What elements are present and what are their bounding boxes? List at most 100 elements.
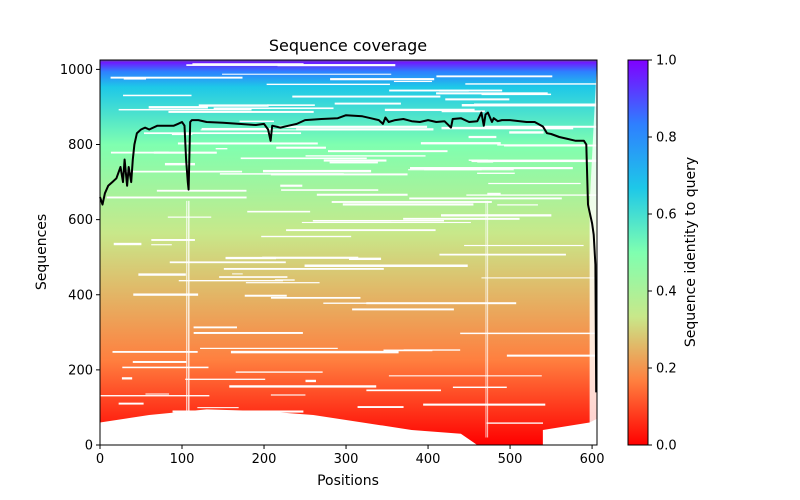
x-tick-label: 400: [416, 452, 441, 467]
heatmap-gap: [122, 366, 209, 369]
heatmap-gap: [488, 182, 581, 185]
heatmap-gap: [198, 104, 269, 107]
heatmap-gap: [383, 349, 433, 352]
heatmap-gap: [201, 127, 272, 131]
heatmap-gap: [301, 221, 471, 224]
colorbar-tick-label: 0.8: [656, 131, 677, 146]
heatmap-gap-column: [188, 200, 190, 438]
heatmap-gap: [468, 135, 497, 139]
heatmap-gap: [274, 279, 295, 281]
heatmap-gap: [215, 148, 228, 150]
colorbar-tick-label: 1.0: [656, 54, 677, 69]
colorbar: 0.0 0.2 0.4 0.6 0.8 1.0 Sequence identity to …: [627, 54, 699, 454]
heatmap-gap: [342, 203, 474, 206]
heatmap-gap: [393, 80, 432, 83]
heatmap-gap: [106, 196, 247, 199]
heatmap-gap: [286, 229, 436, 232]
heatmap-gap: [262, 169, 372, 173]
heatmap-gap: [200, 129, 356, 131]
heatmap-gap: [305, 155, 426, 157]
heatmap-gap: [123, 78, 147, 80]
colorbar-ticks: 0.0 0.2 0.4 0.6 0.8 1.0: [648, 54, 677, 454]
heatmap-gap: [169, 261, 286, 264]
heatmap-gap: [186, 64, 300, 66]
heatmap-gap: [244, 294, 287, 297]
y-tick-label: 1000: [60, 63, 93, 78]
y-tick-label: 200: [68, 363, 93, 378]
heatmap-gap: [178, 280, 284, 282]
x-tick-label: 300: [334, 452, 359, 467]
heatmap-gap: [436, 92, 548, 95]
heatmap-gap: [445, 98, 510, 101]
heatmap-gap: [509, 131, 544, 134]
heatmap-gap: [156, 189, 247, 192]
heatmap-gap: [352, 308, 454, 311]
heatmap-gap: [436, 75, 553, 78]
heatmap-gap: [148, 106, 208, 109]
heatmap-gap: [133, 293, 199, 296]
heatmap-gap: [464, 244, 584, 247]
x-tick-label: 0: [96, 452, 104, 467]
heatmap-gap: [121, 377, 133, 380]
heatmap-gap: [506, 354, 597, 357]
x-axis: 0 100 200 300 400 500 600: [96, 445, 604, 467]
heatmap-gap: [277, 64, 396, 67]
heatmap-gap: [441, 126, 574, 130]
heatmap-gap: [229, 385, 377, 388]
heatmap-gap: [323, 159, 387, 162]
heatmap-gap: [110, 151, 169, 154]
heatmap-gap: [100, 395, 210, 397]
heatmap-gap: [477, 172, 515, 174]
heatmap-gap: [230, 350, 399, 354]
heatmap-gap: [118, 108, 252, 111]
heatmap-gap: [177, 142, 318, 145]
colorbar-gradient: [627, 59, 649, 446]
colorbar-label: Sequence identity to query: [683, 157, 699, 347]
heatmap-gap: [113, 242, 142, 246]
heatmap-gap: [403, 217, 520, 220]
heatmap-gap: [465, 83, 597, 85]
colorbar-tick-label: 0.6: [656, 208, 677, 223]
heatmap-gap: [280, 184, 303, 187]
heatmap-gap: [440, 214, 552, 217]
heatmap-gap: [266, 83, 390, 86]
heatmap-gap: [312, 219, 444, 222]
colorbar-tick-label: 0.0: [656, 439, 677, 454]
heatmap-gap: [486, 422, 543, 424]
heatmap-gap: [138, 273, 186, 276]
heatmap-gap: [497, 204, 538, 206]
heatmap-gap: [240, 157, 367, 160]
heatmap-gap: [247, 210, 311, 213]
y-tick-label: 600: [68, 213, 93, 228]
heatmap-gap: [276, 146, 326, 149]
heatmap-top-row: [100, 60, 597, 62]
x-tick-label: 500: [498, 452, 523, 467]
heatmap-gap: [267, 104, 315, 106]
y-tick-label: 800: [68, 138, 93, 153]
heatmap-gap: [409, 197, 562, 200]
y-tick-label: 400: [68, 288, 93, 303]
heatmap-gap: [487, 192, 501, 196]
heatmap-gap: [261, 235, 352, 238]
heatmap-gap: [305, 379, 316, 383]
heatmap-gap: [132, 360, 187, 363]
heatmap-gap: [281, 189, 379, 191]
heatmap-gap-column: [187, 200, 189, 438]
heatmap-gap-column: [186, 200, 188, 438]
plot-frame: [99, 59, 598, 446]
y-tick-label: 0: [85, 439, 93, 454]
heatmap-empty-region: [542, 418, 597, 445]
heatmap-gap: [145, 393, 170, 395]
heatmap-gap-column: [485, 200, 487, 438]
heatmap-gap: [484, 125, 597, 128]
x-tick-label: 100: [170, 452, 195, 467]
heatmap-gap: [439, 253, 566, 256]
heatmap-gap: [278, 125, 428, 128]
heatmap-gap: [357, 406, 404, 408]
heatmap-gap: [423, 403, 546, 406]
heatmap-gap: [151, 239, 195, 241]
coverage-line: [99, 111, 598, 393]
heatmap-gap: [366, 389, 441, 392]
heatmap-gap: [164, 162, 195, 166]
